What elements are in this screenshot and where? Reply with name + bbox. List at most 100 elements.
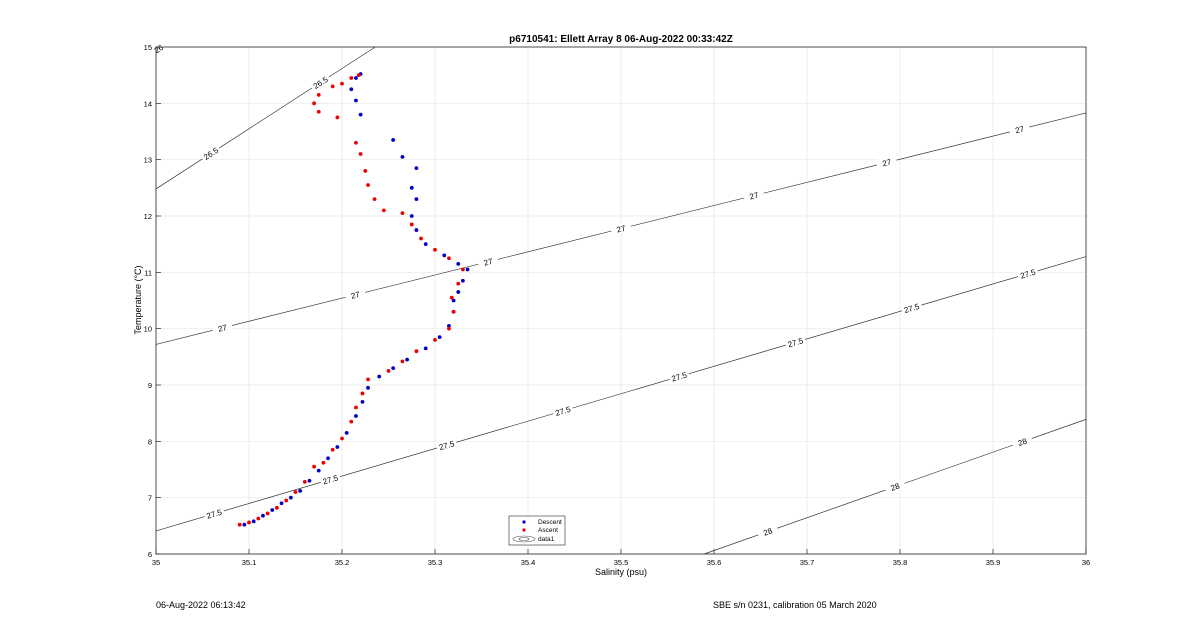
descent-point xyxy=(366,385,370,390)
isopycnal-label-bg xyxy=(784,334,807,349)
descent-point xyxy=(414,197,419,202)
ascent-point xyxy=(316,92,321,97)
isopycnal-label-bg xyxy=(1011,433,1034,449)
isopycnal-label-bg xyxy=(875,155,898,169)
isopycnal-label-bg xyxy=(551,403,574,418)
y-tick-label: 10 xyxy=(144,325,152,334)
ascent-point xyxy=(321,460,326,465)
ascent-point xyxy=(256,516,261,521)
footer-calibration: SBE s/n 0231, calibration 05 March 2020 xyxy=(713,600,877,610)
descent-point xyxy=(465,267,470,272)
descent-point xyxy=(354,76,358,80)
descent-point xyxy=(409,185,414,190)
descent-point xyxy=(391,366,396,370)
ascent-point xyxy=(316,109,321,114)
isopycnal-label: 27.5 xyxy=(322,473,340,486)
descent-point xyxy=(270,508,275,512)
descent-point xyxy=(354,98,358,103)
isopycnal-label-bg xyxy=(147,39,170,58)
legend-marker-descent xyxy=(522,520,526,524)
descent-point xyxy=(358,112,363,117)
x-tick-label: 36 xyxy=(1082,558,1090,567)
legend: Descent Ascent data1 xyxy=(508,515,566,546)
descent-point xyxy=(405,357,409,362)
ascent-point xyxy=(400,359,405,364)
descent-point xyxy=(344,430,349,435)
isopycnal-label: 27 xyxy=(483,257,494,268)
y-tick-label: 11 xyxy=(144,268,152,277)
isopycnal-label-bg xyxy=(211,320,234,335)
ascent-point xyxy=(356,73,361,78)
isopycnal-contours: 2626.526.52727272727272727.527.527.527.5… xyxy=(147,39,1087,555)
isopycnal-label-bg xyxy=(203,506,225,521)
isopycnal-line xyxy=(155,256,1087,532)
x-axis-ticks: 35 35.1 35.2 35.3 35.4 35.5 35.6 35.7 35.8 35.9 36 xyxy=(152,549,1090,567)
isopycnal-label-bg xyxy=(610,221,632,235)
ascent-point xyxy=(354,405,358,410)
isopycnal-label: 27.5 xyxy=(903,302,921,315)
x-axis-label: Salinity (psu) xyxy=(595,567,647,577)
descent-point xyxy=(451,298,456,303)
descent-point xyxy=(414,228,419,232)
isopycnal-label: 27 xyxy=(749,191,760,202)
isopycnal-label: 27 xyxy=(1014,124,1025,135)
isopycnal-label-bg xyxy=(742,188,765,202)
ascent-point xyxy=(237,522,242,527)
descent-point xyxy=(349,87,354,92)
descent-point xyxy=(316,468,321,473)
x-tick-label: 35.9 xyxy=(986,558,1001,567)
ascent-point xyxy=(293,490,298,494)
ascent-point xyxy=(312,464,316,469)
ascent-point xyxy=(275,505,279,510)
isopycnal-label: 27.5 xyxy=(554,405,572,418)
isopycnal-label-bg xyxy=(319,471,342,487)
legend-label-data1: data1 xyxy=(538,536,555,543)
ascent-point xyxy=(349,419,354,424)
y-tick-label: 12 xyxy=(144,212,152,221)
isopycnal-label: 28 xyxy=(762,526,774,538)
ascent-point xyxy=(433,247,437,252)
y-tick-label: 14 xyxy=(144,99,152,108)
ascent-point xyxy=(366,183,370,187)
descent-point xyxy=(423,242,428,247)
ascent-point xyxy=(456,281,461,286)
descent-point xyxy=(456,290,461,294)
y-tick-label: 8 xyxy=(148,437,152,446)
isopycnal-label-bg xyxy=(199,143,222,163)
isopycnal-label: 27 xyxy=(217,323,228,334)
y-tick-label: 9 xyxy=(148,381,152,390)
ascent-point xyxy=(335,115,340,120)
isopycnal-label: 27 xyxy=(616,224,627,235)
legend-label-descent: Descent xyxy=(538,519,562,526)
legend-contour-icon-inner xyxy=(518,537,530,541)
y-tick-label: 15 xyxy=(144,43,152,52)
ascent-point xyxy=(340,436,344,441)
legend-contour-icon xyxy=(512,535,536,543)
x-tick-label: 35.7 xyxy=(800,558,815,567)
x-tick-label: 35.5 xyxy=(614,558,629,567)
y-axis-ticks: 6 7 8 9 10 11 12 13 14 15 xyxy=(144,43,161,559)
descent-point xyxy=(242,522,247,527)
data-points xyxy=(237,72,470,527)
descent-point xyxy=(279,501,284,506)
ascent-point xyxy=(265,511,270,516)
isopycnal-label: 27.5 xyxy=(206,508,224,521)
ascent-point xyxy=(419,236,423,241)
descent-point xyxy=(288,495,293,500)
descent-point xyxy=(326,456,330,461)
ascent-point xyxy=(381,208,386,213)
ascent-point xyxy=(363,169,368,173)
ascent-point xyxy=(449,295,454,300)
legend-marker-ascent xyxy=(522,528,526,532)
ascent-point xyxy=(414,349,419,354)
isopycnal-label: 28 xyxy=(1017,436,1029,448)
descent-point xyxy=(442,253,447,258)
descent-point xyxy=(298,489,303,493)
isopycnal-label: 27 xyxy=(350,290,361,301)
isopycnal-label-bg xyxy=(1016,266,1039,281)
x-tick-label: 35.6 xyxy=(707,558,722,567)
ascent-point xyxy=(284,498,289,503)
ascent-point xyxy=(247,520,251,525)
isopycnal-line xyxy=(155,46,376,190)
